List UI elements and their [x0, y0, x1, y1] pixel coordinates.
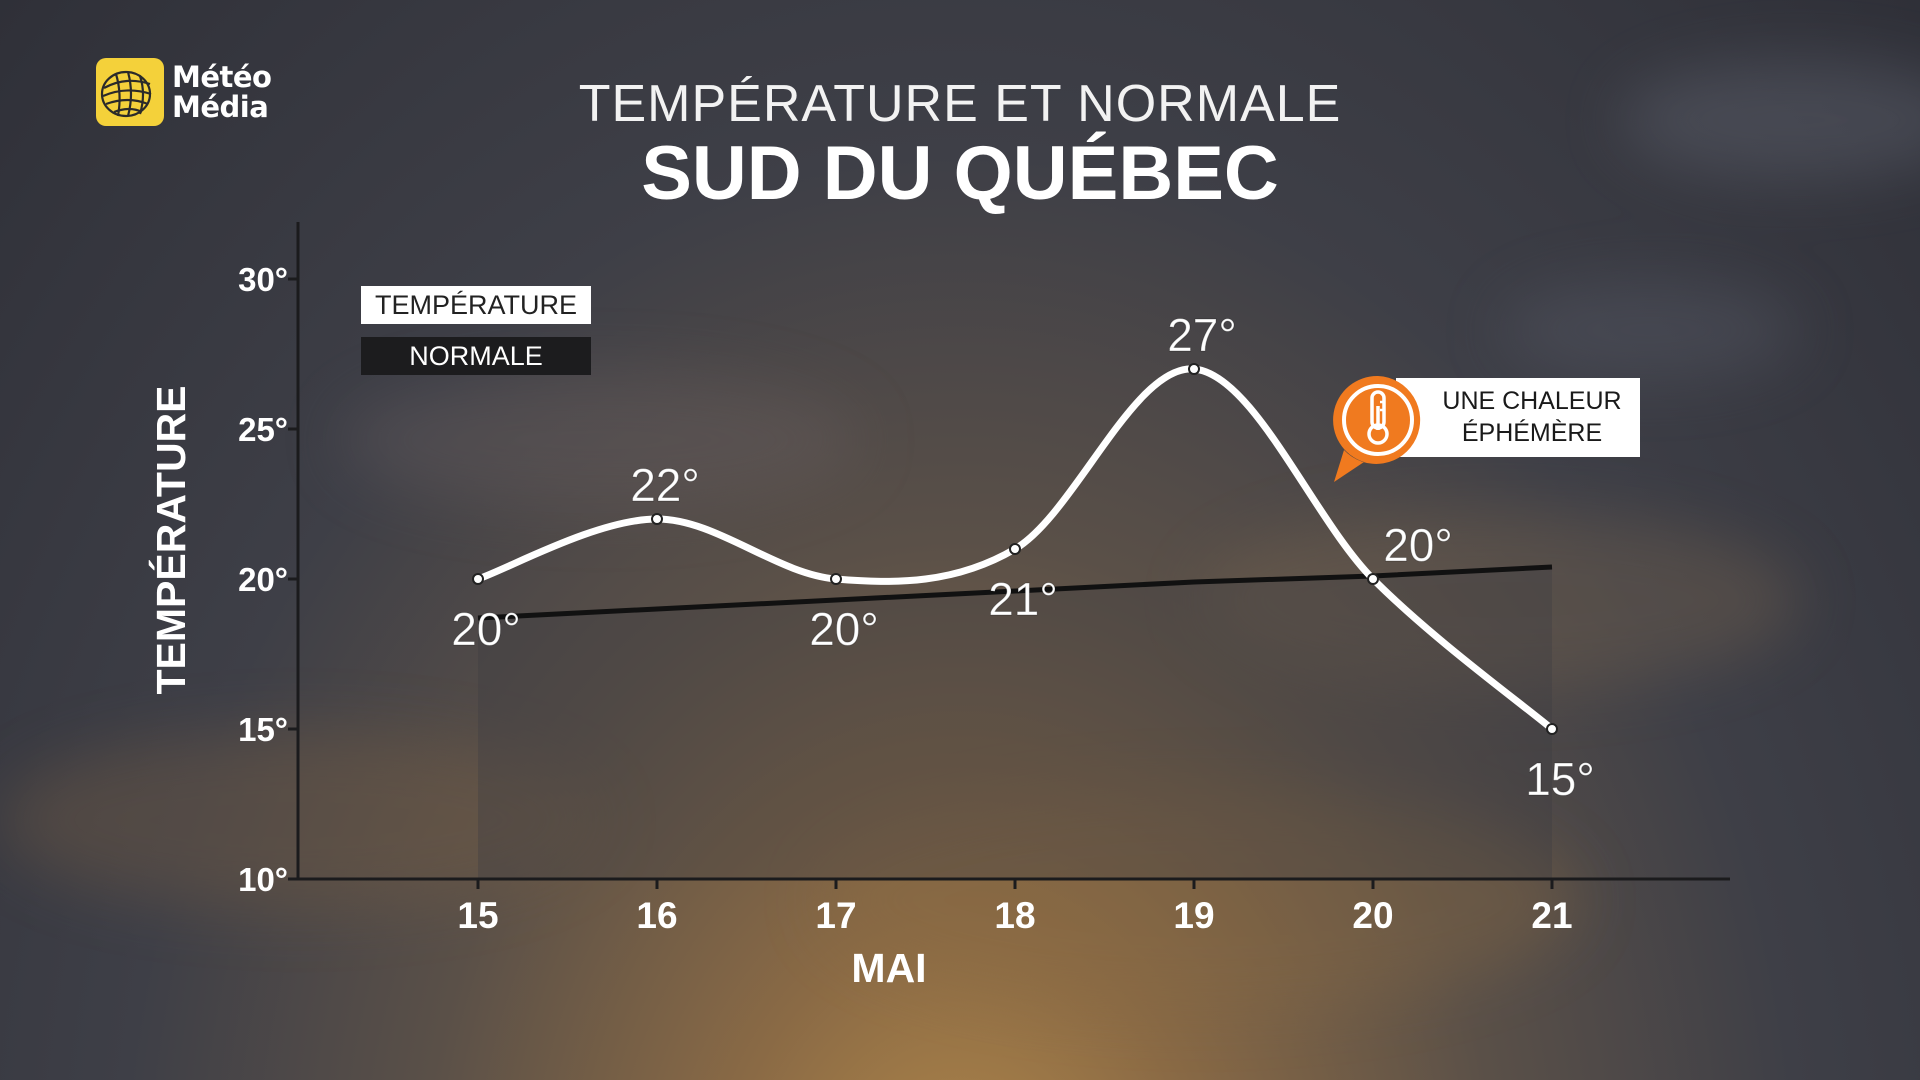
y-tick-label: 30° — [238, 261, 288, 298]
legend-normal: NORMALE — [361, 337, 591, 375]
callout-text-box: UNE CHALEUR ÉPHÉMÈRE — [1396, 378, 1640, 457]
data-label: 20° — [809, 603, 879, 655]
temperature-point — [651, 513, 663, 525]
x-tick-label: 20 — [1352, 895, 1393, 936]
callout-line1: UNE CHALEUR — [1442, 387, 1622, 415]
x-tick-label: 17 — [815, 895, 856, 936]
x-tick-label: 16 — [636, 895, 677, 936]
chart-subtitle: SUD DU QUÉBEC — [641, 131, 1279, 216]
heat-callout: UNE CHALEUR ÉPHÉMÈRE — [1330, 370, 1640, 482]
data-label: 20° — [1383, 519, 1453, 571]
temperature-point — [830, 573, 842, 585]
x-tick-label: 19 — [1173, 895, 1214, 936]
y-tick-label: 20° — [238, 561, 288, 598]
brand-line1: Météo — [172, 60, 272, 94]
chart-title: TEMPÉRATURE ET NORMALE — [578, 75, 1342, 133]
y-tick-label: 15° — [238, 711, 288, 748]
x-axis-title: MAI — [851, 945, 926, 991]
y-tick-label: 25° — [238, 411, 288, 448]
normal-area — [478, 567, 1552, 879]
thermometer-icon — [1333, 375, 1421, 482]
data-label: 27° — [1167, 309, 1237, 361]
temperature-point — [1009, 543, 1021, 555]
meteo-media-logo: Météo Média — [96, 58, 272, 126]
brand-line2: Média — [172, 90, 269, 124]
temperature-point — [1367, 573, 1379, 585]
temperature-point — [1188, 363, 1200, 375]
x-tick-label: 15 — [457, 895, 498, 936]
y-axis-title: TEMPÉRATURE — [148, 385, 194, 694]
callout-line2: ÉPHÉMÈRE — [1461, 419, 1603, 447]
data-label: 20° — [451, 603, 521, 655]
globe-icon — [96, 58, 164, 126]
x-tick-label: 21 — [1531, 895, 1572, 936]
data-label: 22° — [630, 459, 700, 511]
data-label: 21° — [988, 573, 1058, 625]
x-tick-label: 18 — [994, 895, 1035, 936]
data-label: 15° — [1525, 753, 1595, 805]
temperature-point — [472, 573, 484, 585]
temperature-point — [1546, 723, 1558, 735]
legend-temperature: TEMPÉRATURE — [361, 286, 591, 324]
y-tick-label: 10° — [238, 861, 288, 898]
